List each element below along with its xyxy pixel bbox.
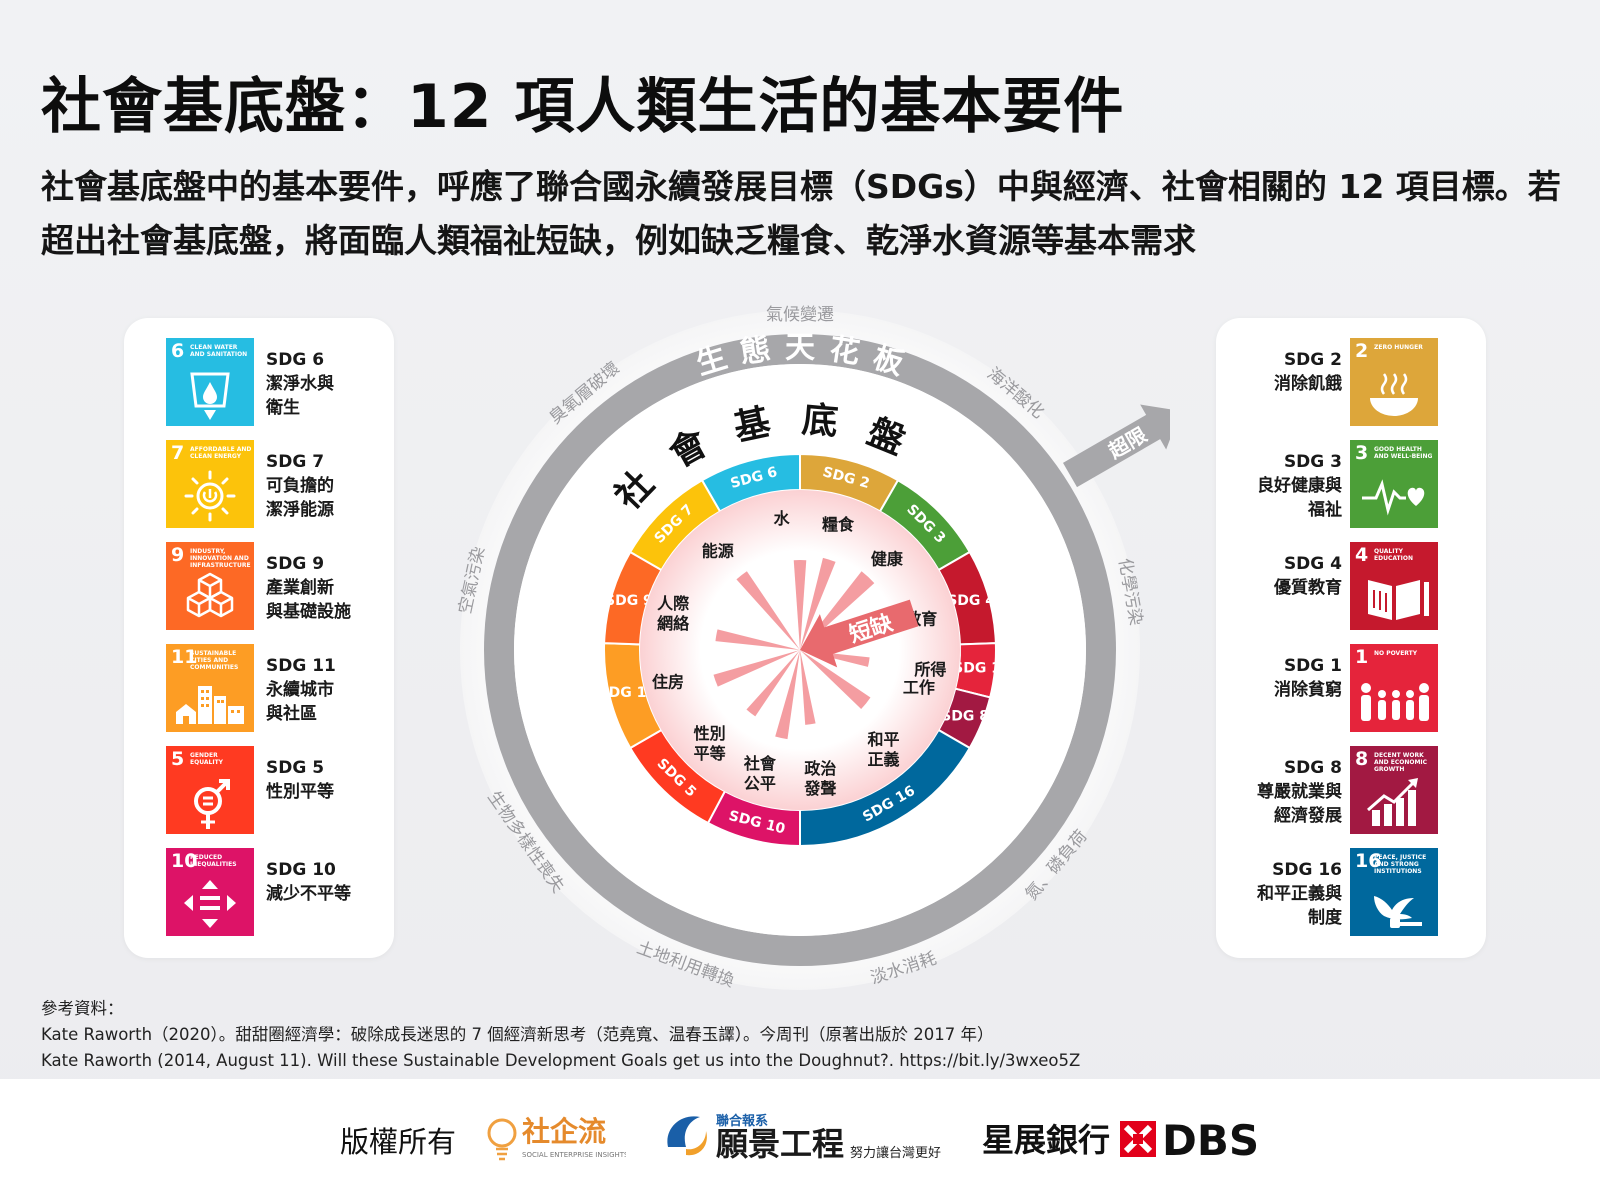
city-icon — [176, 686, 244, 724]
copyright-label: 版權所有 — [340, 1125, 457, 1159]
dbs-star-icon — [1120, 1121, 1156, 1157]
sun-power-icon — [184, 470, 236, 522]
svg-text:SOCIAL ENTERPRISE INSIGHTS: SOCIAL ENTERPRISE INSIGHTS — [522, 1151, 626, 1159]
sdg-tile-4: 4 QUALITY EDUCATION — [1350, 542, 1438, 630]
book-icon — [1368, 580, 1429, 620]
shortfall-wedge — [713, 650, 800, 687]
equality-arrows-icon — [184, 880, 236, 928]
ceiling-label-char: 天 — [785, 331, 815, 366]
left-sdg-panel: 6 CLEAN WATER AND SANITATION SDG 6 潔淨水與 … — [124, 318, 394, 958]
need-label: 和平正義 — [868, 729, 900, 768]
sdg-tile-2: 2 ZERO HUNGER — [1350, 338, 1438, 426]
need-label: 所得 — [914, 660, 946, 679]
ecological-ceiling-ring — [484, 334, 1116, 966]
svg-text:聯合報系: 聯合報系 — [716, 1113, 768, 1129]
sdg-tile-1: 1 NO POVERTY — [1350, 644, 1438, 732]
sdg-label-8: SDG 8 尊嚴就業與 經濟發展 — [1257, 758, 1342, 826]
reference-line-1: Kate Raworth（2020）。甜甜圈經濟學：破除成長迷思的 7 個經濟新… — [41, 1025, 994, 1044]
ceiling-label-char: 花 — [827, 332, 862, 371]
need-label: 健康 — [871, 550, 904, 569]
need-label: 政治發聲 — [803, 758, 836, 797]
cubes-icon — [186, 572, 234, 618]
need-label: 工作 — [903, 678, 935, 697]
heartbeat-icon — [1362, 479, 1425, 516]
svg-text:DBS: DBS — [1162, 1116, 1259, 1165]
shortfall-wedge — [800, 557, 836, 650]
overshoot-arrow: 超限 — [1063, 404, 1170, 488]
need-label: 糧食 — [822, 515, 855, 534]
sdg-label-4: SDG 4 優質教育 — [1274, 554, 1342, 598]
family-icon — [1361, 683, 1429, 721]
vision-project-logo: 聯合報系 願景工程 努力讓台灣更好 — [667, 1113, 941, 1163]
doughnut-diagram: 氣候變遷海洋酸化化學污染氮、磷負荷淡水消耗土地利用轉換生物多樣性喪失空氣污染臭氧… — [455, 305, 1170, 992]
foundation-title-char: 基 — [730, 402, 774, 450]
gender-icon — [194, 779, 230, 829]
need-label: 住房 — [652, 672, 684, 691]
sdg-tile-6: 6 CLEAN WATER AND SANITATION — [166, 338, 254, 426]
sdg-tile-11: 11 SUSTAINABLE CITIES AND COMMUNITIES — [166, 644, 254, 732]
svg-text:願景工程: 願景工程 — [716, 1125, 844, 1163]
sdg-label-11: SDG 11 永續城市 與社區 — [266, 656, 336, 724]
shortfall-wedge — [793, 560, 807, 650]
growth-chart-icon — [1367, 778, 1418, 826]
sdg-label-2: SDG 2 消除飢餓 — [1274, 350, 1342, 394]
ecological-item: 氣候變遷 — [766, 305, 834, 325]
sdg-tile-16: 16 PEACE, JUSTICE AND STRONG INSTITUTION… — [1350, 848, 1438, 936]
shortfall-wedge — [800, 650, 816, 725]
sdg-label-7: SDG 7 可負擔的 潔淨能源 — [266, 452, 334, 520]
segment-sdg-label: SDG 9 — [605, 593, 653, 609]
need-label: 水 — [774, 509, 791, 528]
bowl-icon — [1370, 373, 1418, 416]
sdg-tile-10: 10 REDUCED INEQUALITIES — [166, 848, 254, 936]
sdg-tile-3: 3 GOOD HEALTH AND WELL-BEING — [1350, 440, 1438, 528]
shortfall-wedge — [775, 650, 800, 740]
segment-sdg-label: SDG 1 — [953, 661, 1001, 677]
sdg-tile-9: 9 INDUSTRY, INNOVATION AND INFRASTRUCTUR… — [166, 542, 254, 630]
references-heading: 參考資料： — [41, 999, 124, 1018]
sdg-label-16: SDG 16 和平正義與 制度 — [1257, 860, 1342, 928]
dove-icon — [1374, 896, 1422, 928]
segment-sdg-label: SDG 8 — [941, 709, 989, 725]
sdg-label-10: SDG 10 減少不平等 — [266, 860, 351, 904]
segment-sdg-label: SDG 11 — [599, 685, 657, 701]
need-label: 社會公平 — [743, 754, 777, 793]
need-label: 性別平等 — [694, 723, 726, 762]
sdg-label-1: SDG 1 消除貧窮 — [1274, 656, 1342, 700]
svg-text:努力讓台灣更好: 努力讓台灣更好 — [850, 1145, 941, 1161]
sdg-label-6: SDG 6 潔淨水與 衛生 — [266, 350, 334, 418]
need-labels: 水糧食健康教育所得工作和平正義政治發聲社會公平性別平等住房人際網絡能源 — [652, 509, 946, 798]
page-title: 社會基底盤：12 項人類生活的基本要件 — [41, 72, 1125, 142]
shortfall-wedge — [746, 650, 800, 717]
foundation-title-char: 底 — [800, 399, 839, 443]
right-sdg-panel: 2 ZERO HUNGER SDG 2 消除飢餓 3 GOOD HEALTH A… — [1216, 318, 1486, 958]
sdg-label-3: SDG 3 良好健康與 福祉 — [1257, 452, 1342, 520]
shortfall-wedge — [736, 571, 800, 650]
water-drop-icon — [190, 372, 230, 420]
footer: 版權所有 社企流 SOCIAL ENTERPRISE INSIGHTS 聯合報系… — [0, 1079, 1600, 1200]
svg-text:星展銀行: 星展銀行 — [982, 1121, 1110, 1159]
sdg-tile-5: 5 GENDER EQUALITY — [166, 746, 254, 834]
ceiling-label-char: 態 — [738, 332, 773, 371]
segment-sdg-label: SDG 4 — [947, 593, 995, 609]
references: 參考資料： Kate Raworth（2020）。甜甜圈經濟學：破除成長迷思的 … — [41, 996, 1080, 1074]
page-subtitle: 社會基底盤中的基本要件，呼應了聯合國永續發展目標（SDGs）中與經濟、社會相關的… — [41, 167, 1561, 260]
social-enterprise-insights-logo: 社企流 SOCIAL ENTERPRISE INSIGHTS — [487, 1115, 626, 1161]
sdg-label-9: SDG 9 產業創新 與基礎設施 — [266, 554, 351, 622]
need-label: 能源 — [702, 541, 734, 560]
shortfall-wedge — [800, 650, 871, 710]
svg-text:社企流: 社企流 — [522, 1115, 606, 1148]
sdg-tile-8: 8 DECENT WORK AND ECONOMIC GROWTH — [1350, 746, 1438, 834]
shortfall-wedge — [715, 629, 800, 650]
sdg-tile-7: 7 AFFORDABLE AND CLEAN ENERGY — [166, 440, 254, 528]
reference-line-2: Kate Raworth (2014, August 11). Will the… — [41, 1051, 1081, 1070]
need-label: 人際網絡 — [657, 594, 690, 633]
dbs-bank-logo: 星展銀行 DBS — [982, 1116, 1259, 1165]
sdg-label-5: SDG 5 性別平等 — [266, 758, 334, 802]
